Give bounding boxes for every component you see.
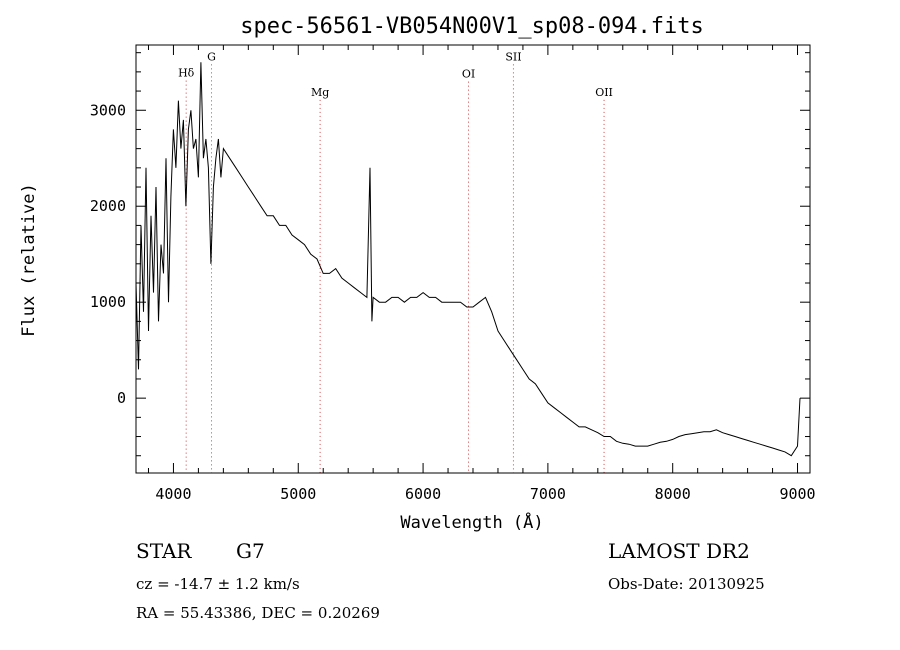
x-axis-label: Wavelength (Å) xyxy=(400,511,543,533)
spectrum-line xyxy=(135,62,801,457)
x-tick-label: 5000 xyxy=(280,485,316,503)
x-tick-label: 4000 xyxy=(155,485,191,503)
line-marker-label: G xyxy=(207,50,216,63)
object-subclass: G7 xyxy=(236,539,265,563)
y-tick-label: 1000 xyxy=(90,293,126,311)
x-tick-label: 7000 xyxy=(530,485,566,503)
coordinates: RA = 55.43386, DEC = 0.20269 xyxy=(136,604,380,622)
y-axis-ticks: 0 1000 2000 3000 xyxy=(90,52,810,457)
plot-frame xyxy=(135,44,811,474)
observation-date: Obs-Date: 20130925 xyxy=(608,575,765,593)
line-marker-label: OI xyxy=(462,68,475,81)
x-tick-label: 6000 xyxy=(405,485,441,503)
redshift-cz: cz = -14.7 ± 1.2 km/s xyxy=(136,575,300,593)
chart-title: spec-56561-VB054N00V1_sp08-094.fits xyxy=(240,14,704,39)
y-axis-label: Flux (relative) xyxy=(19,183,39,337)
line-marker-label: Hδ xyxy=(178,67,195,80)
line-marker-label: Mg xyxy=(311,86,329,99)
x-tick-label: 9000 xyxy=(779,485,815,503)
y-tick-label: 0 xyxy=(117,389,126,407)
object-class: STAR xyxy=(136,539,192,563)
y-tick-label: 3000 xyxy=(90,101,126,119)
line-markers: Hδ G Mg OI SII OII xyxy=(178,50,613,473)
line-marker-label: OII xyxy=(595,86,613,99)
survey-name: LAMOST DR2 xyxy=(608,539,750,563)
y-tick-label: 2000 xyxy=(90,197,126,215)
x-tick-label: 8000 xyxy=(655,485,691,503)
line-marker-label: SII xyxy=(505,50,521,63)
x-axis-ticks: 4000 5000 6000 7000 8000 9000 xyxy=(147,45,816,503)
